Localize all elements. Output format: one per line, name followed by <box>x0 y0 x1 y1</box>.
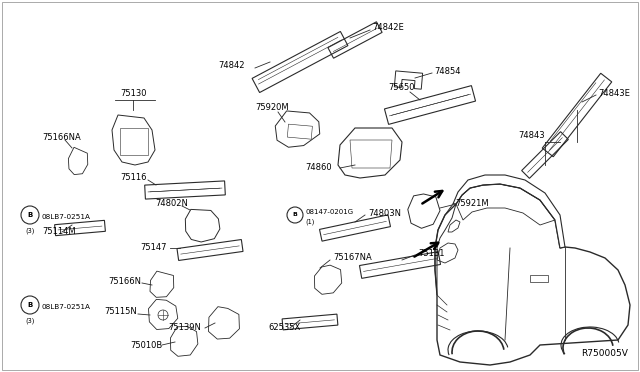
Text: 75166NA: 75166NA <box>42 132 81 141</box>
Text: 75920M: 75920M <box>255 103 289 112</box>
Text: 75650: 75650 <box>388 83 415 93</box>
Text: 75147: 75147 <box>140 244 166 253</box>
Text: 74802N: 74802N <box>155 199 188 208</box>
Text: 74854: 74854 <box>434 67 461 76</box>
Text: 75131: 75131 <box>418 248 445 257</box>
Text: R750005V: R750005V <box>581 349 628 358</box>
Text: 75921M: 75921M <box>455 199 488 208</box>
Text: 74803N: 74803N <box>368 208 401 218</box>
Text: 74843: 74843 <box>518 131 545 140</box>
Text: 08LB7-0251A: 08LB7-0251A <box>41 304 90 310</box>
Text: 62535X: 62535X <box>268 324 300 333</box>
Text: (3): (3) <box>26 228 35 234</box>
Text: 08LB7-0251A: 08LB7-0251A <box>41 214 90 220</box>
Text: 74842: 74842 <box>218 61 244 70</box>
Text: 75010B: 75010B <box>130 340 163 350</box>
Bar <box>530 275 548 282</box>
Text: 75116: 75116 <box>120 173 147 183</box>
Text: 74842E: 74842E <box>372 23 404 32</box>
Text: B: B <box>28 302 33 308</box>
Text: 75166N: 75166N <box>108 276 141 285</box>
Text: 75130: 75130 <box>120 89 147 97</box>
Text: 75115N: 75115N <box>104 308 137 317</box>
Text: (1): (1) <box>305 219 314 225</box>
Polygon shape <box>453 175 565 248</box>
Text: 74843E: 74843E <box>598 89 630 97</box>
Text: B: B <box>292 212 298 218</box>
Polygon shape <box>435 184 630 365</box>
Text: 75167NA: 75167NA <box>333 253 372 263</box>
Text: (3): (3) <box>26 318 35 324</box>
Text: 08147-0201G: 08147-0201G <box>305 209 353 215</box>
Text: 75114M: 75114M <box>42 228 76 237</box>
Text: 75139N: 75139N <box>168 324 201 333</box>
Text: 74860: 74860 <box>305 163 332 171</box>
Text: B: B <box>28 212 33 218</box>
